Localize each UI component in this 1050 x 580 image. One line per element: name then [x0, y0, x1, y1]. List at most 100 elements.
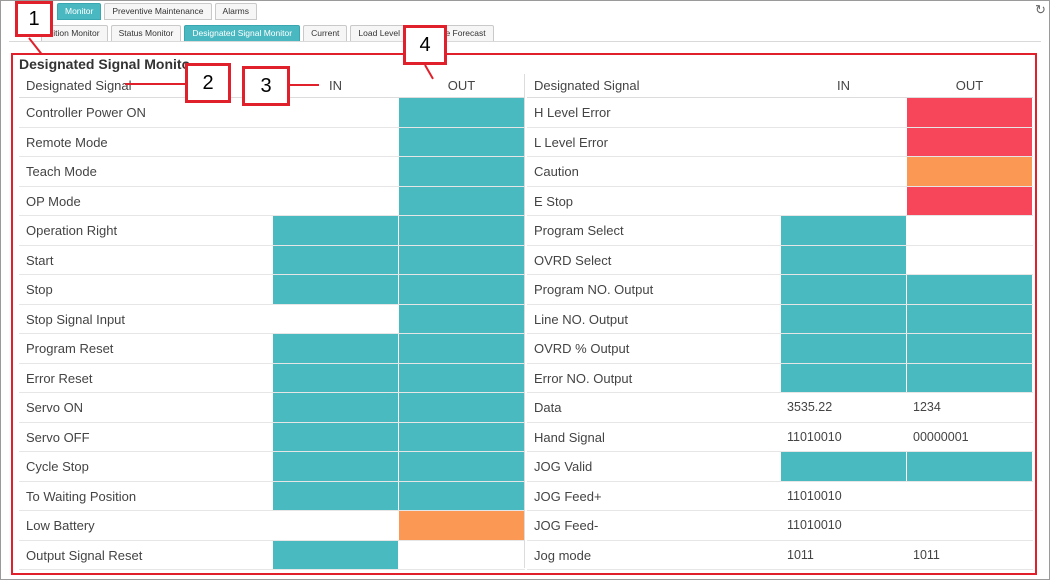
signal-out-indicator: [907, 275, 1032, 304]
signal-row: Program NO. Output: [527, 275, 1033, 305]
signal-out-indicator: [399, 186, 524, 215]
signal-out-indicator: [399, 422, 524, 451]
sub-tab-1[interactable]: Status Monitor: [110, 25, 182, 42]
header-designated-signal: Designated Signal: [26, 78, 132, 93]
signal-label: Program Select: [534, 223, 624, 238]
signal-label: Data: [534, 400, 562, 415]
signal-out-indicator: [907, 157, 1032, 186]
signal-out-indicator: [399, 363, 524, 392]
signal-in-indicator: [273, 393, 398, 422]
signal-in-value: 1011: [787, 547, 814, 562]
signal-row: Program Reset: [19, 334, 525, 364]
signal-in-value: 11010010: [787, 429, 842, 444]
callout-2: 2: [185, 63, 231, 103]
right-header-row: Designated Signal IN OUT: [527, 74, 1033, 98]
signal-out-indicator: [399, 334, 524, 363]
signal-in-indicator: [273, 275, 398, 304]
signal-out-indicator: [399, 127, 524, 156]
header-in: IN: [329, 78, 342, 93]
signal-row: Output Signal Reset: [19, 540, 525, 570]
refresh-icon[interactable]: ↻: [1035, 2, 1046, 17]
signal-in-indicator: [781, 128, 906, 157]
signal-in-indicator: [781, 304, 906, 333]
signal-row: OP Mode: [19, 186, 525, 216]
signal-label: Program NO. Output: [534, 282, 654, 297]
signal-row: To Waiting Position: [19, 481, 525, 511]
signal-row: Jog mode 1011 1011: [527, 541, 1033, 570]
signal-out-indicator: [399, 452, 524, 481]
signal-label: Hand Signal: [534, 429, 605, 445]
signal-in-indicator: [273, 305, 398, 334]
signal-row: Teach Mode: [19, 157, 525, 187]
signal-row: OVRD Select: [527, 245, 1033, 275]
signal-label: Servo ON: [26, 400, 84, 415]
signal-in-indicator: [781, 452, 906, 481]
signal-label: Teach Mode: [26, 164, 97, 179]
signal-row: Line NO. Output: [527, 304, 1033, 334]
signal-label: E Stop: [534, 193, 574, 209]
signal-out-indicator: [907, 363, 1032, 392]
signal-out-value: [907, 511, 1032, 540]
signal-in-indicator: [781, 363, 906, 392]
signal-out-indicator: [399, 275, 524, 304]
signal-row: Stop: [19, 275, 525, 305]
signal-row: Hand Signal 11010010 00000001: [527, 423, 1033, 452]
signal-in-indicator: [273, 157, 398, 186]
signal-label: JOG Feed+: [534, 488, 602, 504]
signal-row: Low Battery: [19, 511, 525, 541]
signal-label: Remote Mode: [26, 134, 108, 150]
signal-out-indicator: [907, 186, 1032, 215]
signal-row: Error Reset: [19, 363, 525, 393]
signal-in-indicator: [273, 422, 398, 451]
signal-label: Error Reset: [26, 370, 93, 386]
signal-in-indicator: [273, 245, 398, 274]
signal-in-indicator: [273, 187, 398, 216]
header-in: IN: [837, 78, 850, 93]
signal-label: To Waiting Position: [26, 488, 137, 504]
signal-label: Controller Power ON: [26, 105, 146, 120]
signal-out-indicator: [399, 393, 524, 422]
signal-out-indicator: [907, 216, 1032, 245]
signal-label: Start: [26, 252, 54, 268]
signal-row: H Level Error: [527, 98, 1033, 128]
signal-in-indicator: [781, 187, 906, 216]
signal-in-indicator: [781, 157, 906, 186]
panel-title: Designated Signal Monito: [19, 56, 191, 72]
signal-out-indicator: [399, 481, 524, 510]
sub-tab-3[interactable]: Current: [303, 25, 348, 42]
sub-tab-2[interactable]: Designated Signal Monitor: [184, 25, 301, 42]
signal-label: Error NO. Output: [534, 370, 633, 386]
header-out: OUT: [955, 78, 984, 93]
signal-out-indicator: [907, 334, 1032, 363]
header-designated-signal: Designated Signal: [534, 78, 640, 93]
signal-label: Program Reset: [26, 341, 114, 356]
signal-label: L Level Error: [534, 134, 608, 150]
signal-in-indicator: [273, 128, 398, 157]
signal-out-indicator: [399, 541, 524, 570]
signal-out-indicator: [399, 304, 524, 333]
signal-row: E Stop: [527, 186, 1033, 216]
callout-2-leader: [125, 83, 187, 85]
signal-out-indicator: [907, 304, 1032, 333]
signal-label: H Level Error: [534, 105, 611, 120]
signal-in-indicator: [273, 98, 398, 127]
signal-out-indicator: [907, 127, 1032, 156]
signal-row: L Level Error: [527, 127, 1033, 157]
signal-row: Controller Power ON: [19, 98, 525, 128]
signal-in-indicator: [781, 245, 906, 274]
signal-label: OVRD Select: [534, 252, 612, 268]
signal-row: Servo ON: [19, 393, 525, 423]
signal-row: Cycle Stop: [19, 452, 525, 482]
signal-in-indicator: [273, 452, 398, 481]
top-tab-0[interactable]: Monitor: [57, 3, 102, 20]
top-tab-1[interactable]: Preventive Maintenance: [104, 3, 212, 20]
signal-out-indicator: [907, 246, 1032, 275]
signal-out-value: 1234: [913, 400, 941, 414]
signal-out-value: [907, 482, 1032, 511]
signal-label: Stop Signal Input: [26, 311, 126, 327]
signal-label: Operation Right: [26, 223, 118, 238]
signal-row: Program Select: [527, 216, 1033, 246]
callout-3-leader: [289, 84, 319, 86]
top-tab-2[interactable]: Alarms: [214, 3, 257, 20]
signal-row: Start: [19, 245, 525, 275]
